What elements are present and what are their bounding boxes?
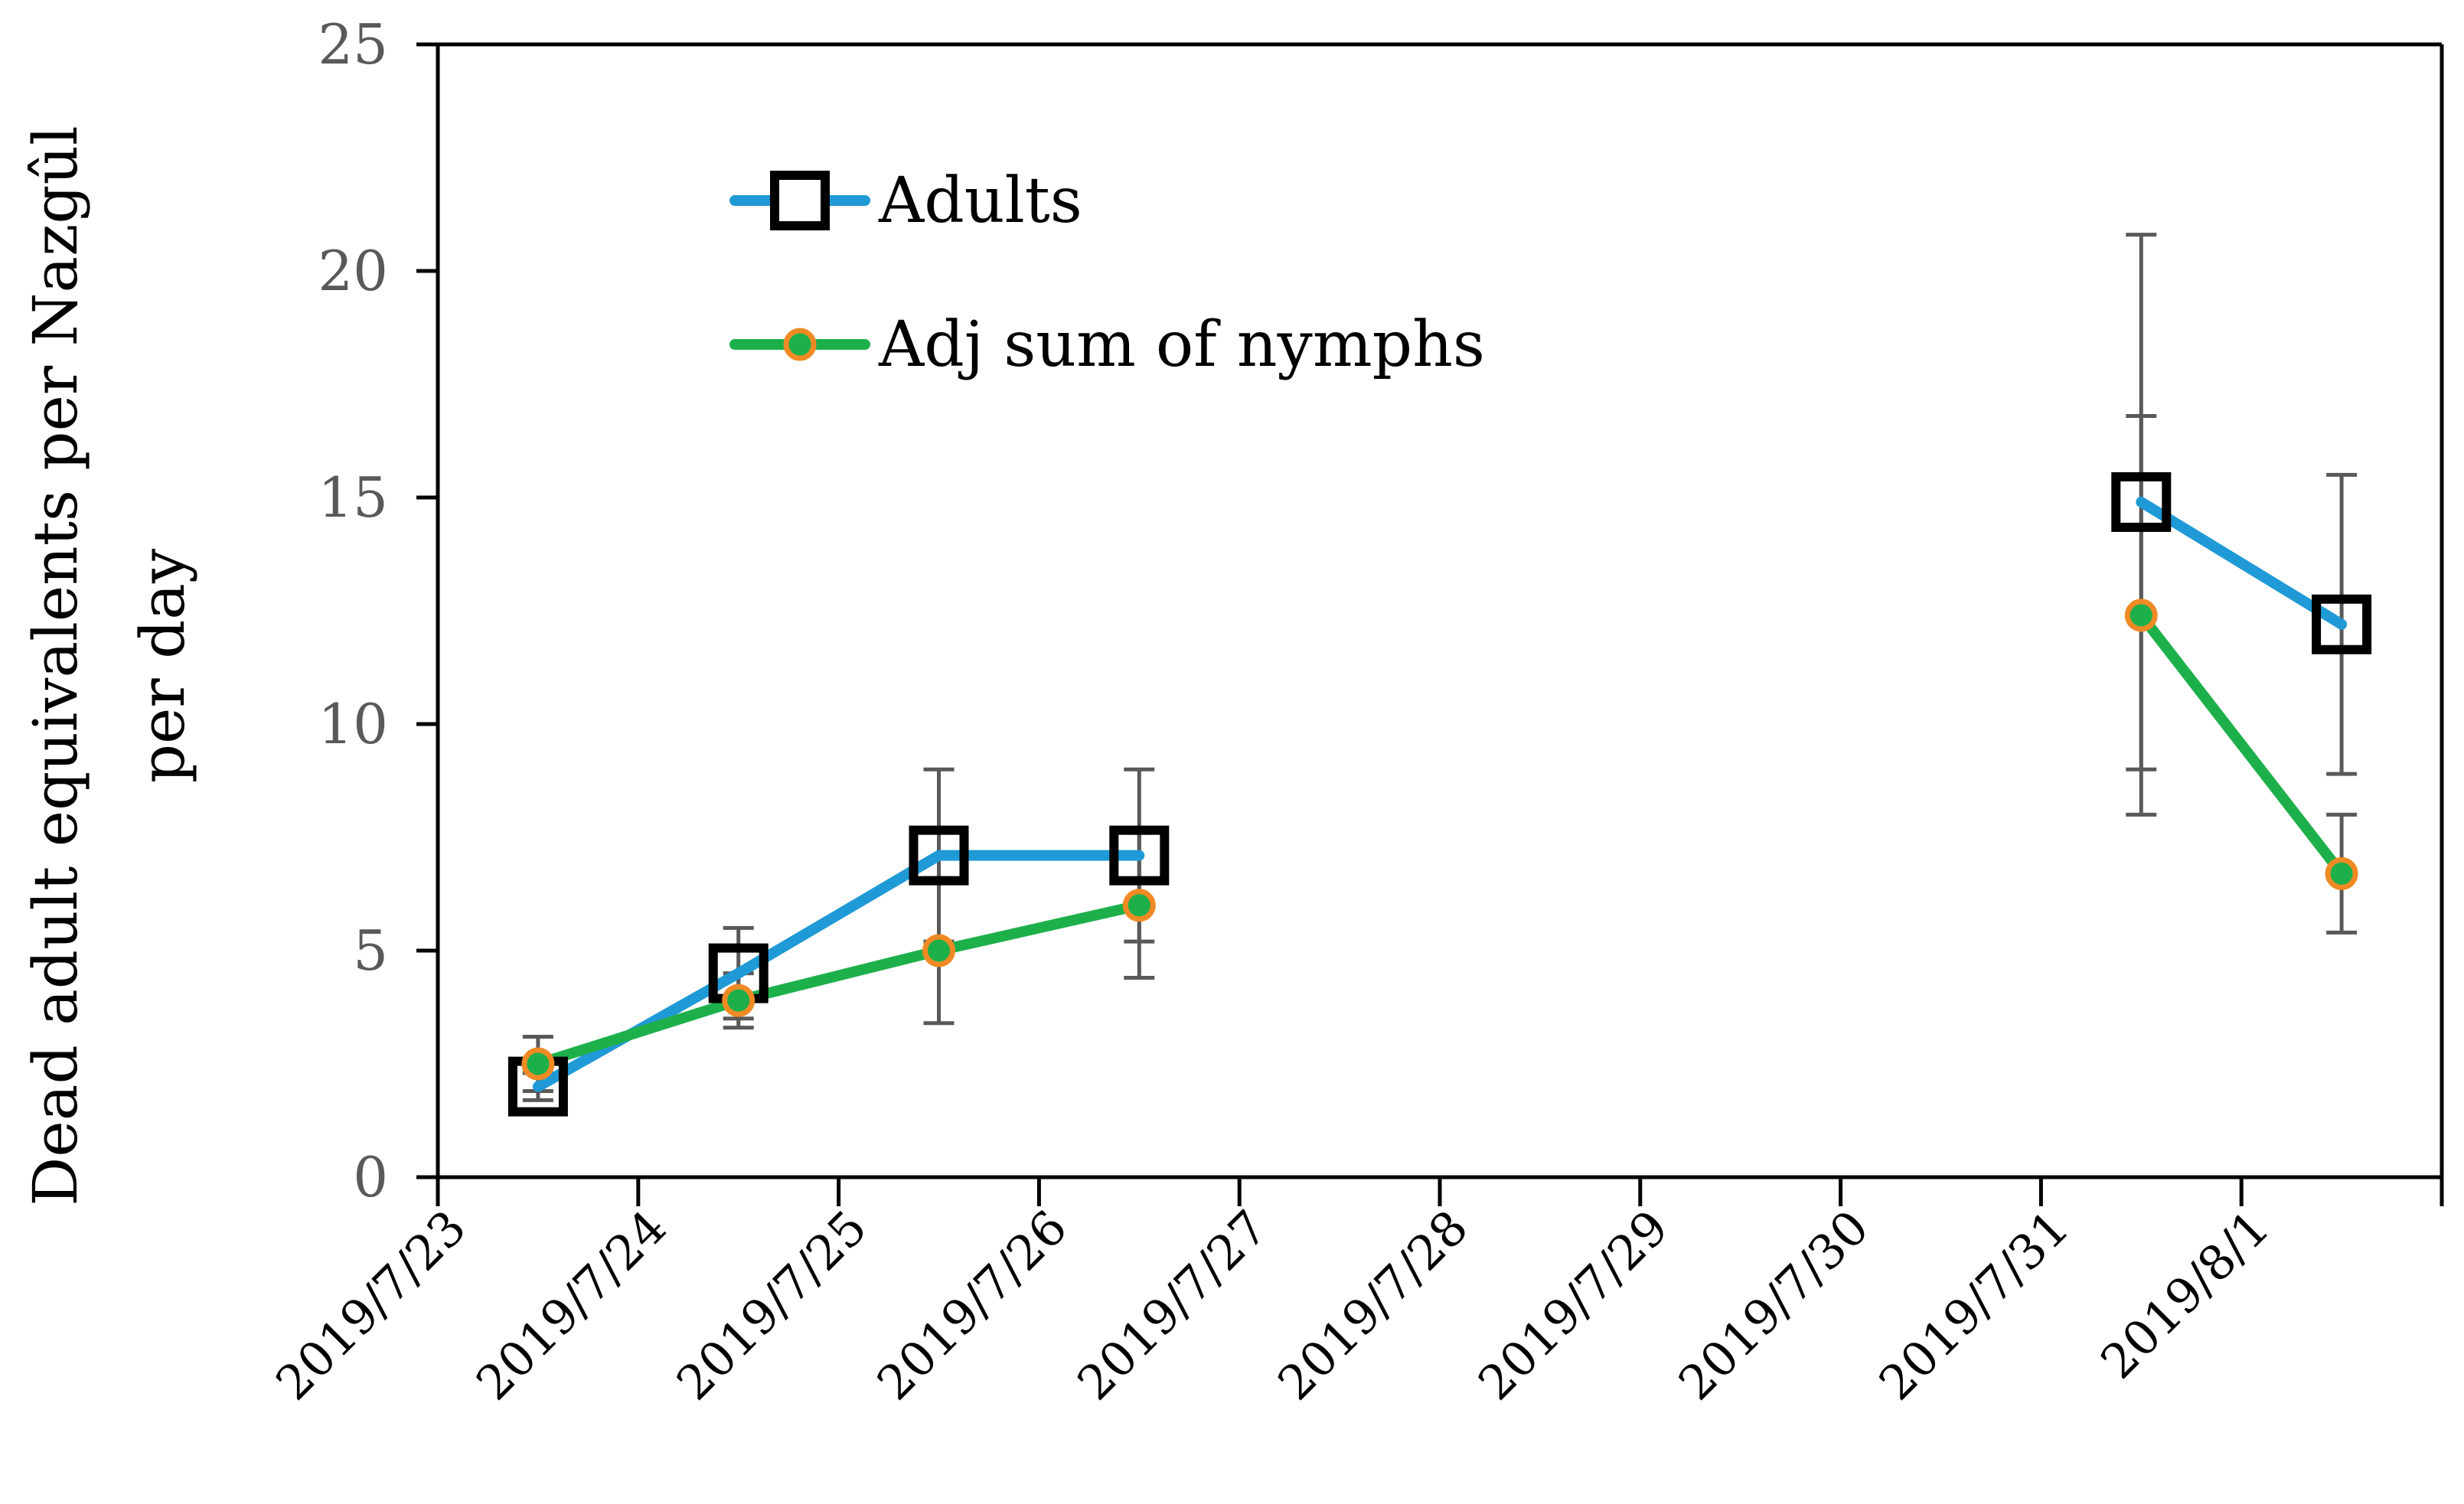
data-point-adj-sum-of-nymphs: [2124, 599, 2158, 632]
data-point-adj-sum-of-nymphs: [722, 984, 756, 1017]
legend: Adults Adj sum of nymphs: [729, 165, 1485, 381]
legend-item-adults: Adults: [729, 165, 1082, 237]
data-point-adj-sum-of-nymphs: [922, 934, 955, 967]
series-lines: [532, 496, 2348, 1092]
data-point-adults: [2111, 471, 2172, 532]
y-tick-label: 15: [318, 465, 388, 530]
data-point-adults: [2312, 594, 2372, 654]
data-point-adults: [1109, 825, 1170, 886]
y-tick-label: 5: [353, 918, 388, 983]
y-tick-label: 25: [318, 12, 388, 77]
y-tick-label: 20: [318, 239, 388, 303]
data-point-adults: [909, 825, 969, 886]
y-axis-label-line-2: per day: [127, 549, 198, 783]
series-line-adults: [2136, 496, 2348, 630]
data-point-adj-sum-of-nymphs: [521, 1047, 555, 1081]
legend-label-adults: Adults: [878, 165, 1082, 237]
axes: [436, 42, 2444, 1179]
legend-marker-adj-sum-of-nymphs: [783, 328, 817, 361]
legend-label-adj-sum-of-nymphs: Adj sum of nymphs: [878, 308, 1485, 381]
data-point-adj-sum-of-nymphs: [2325, 856, 2358, 890]
series-markers: [507, 471, 2372, 1117]
series-line-adj-sum-of-nymphs: [532, 899, 1145, 1069]
y-axis-label-line-1: Dead adult equivalents per Nazgûl: [20, 126, 91, 1205]
y-tick-label: 10: [318, 692, 388, 756]
data-point-adj-sum-of-nymphs: [1122, 889, 1156, 922]
series-line-adj-sum-of-nymphs: [2136, 609, 2348, 879]
y-tick-label: 0: [353, 1145, 388, 1209]
legend-item-adj-sum-of-nymphs: Adj sum of nymphs: [729, 308, 1485, 381]
y-axis-label: Dead adult equivalents per Nazgûl per da…: [20, 126, 198, 1205]
legend-marker-adults: [770, 171, 830, 230]
y-axis-ticks: 0 5 10 15 20 25: [318, 12, 438, 1209]
